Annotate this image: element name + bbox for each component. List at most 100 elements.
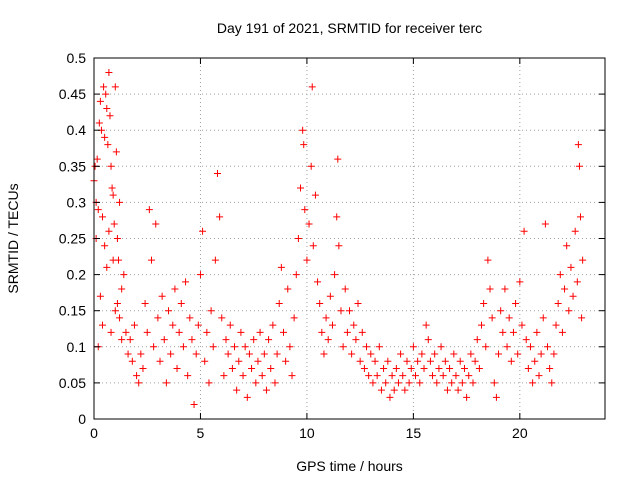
- data-point: [475, 364, 483, 372]
- data-point: [422, 321, 430, 329]
- data-point: [546, 364, 554, 372]
- data-point: [241, 343, 249, 351]
- data-point: [416, 379, 424, 387]
- chart-title: Day 191 of 2021, SRMTID for receiver ter…: [217, 20, 482, 36]
- data-point: [167, 350, 175, 358]
- data-point: [110, 220, 118, 228]
- data-point: [237, 328, 245, 336]
- data-point: [316, 299, 324, 307]
- data-point: [533, 328, 541, 336]
- data-point: [108, 184, 116, 192]
- data-point: [554, 299, 562, 307]
- data-point: [275, 299, 283, 307]
- data-point: [305, 220, 313, 228]
- data-point: [467, 350, 475, 358]
- data-point: [390, 386, 398, 394]
- data-point: [354, 299, 362, 307]
- data-point: [311, 191, 319, 199]
- data-point: [424, 336, 432, 344]
- data-point: [252, 379, 260, 387]
- data-point: [412, 372, 420, 380]
- data-point: [135, 379, 143, 387]
- data-point: [569, 292, 577, 300]
- data-point: [101, 242, 109, 250]
- data-point: [107, 328, 115, 336]
- y-axis-label: SRMTID / TECUs: [5, 183, 21, 293]
- data-point: [550, 350, 558, 358]
- data-point: [120, 271, 128, 279]
- data-point: [300, 141, 308, 149]
- y-tick-label: 0: [78, 411, 86, 427]
- data-point: [579, 256, 587, 264]
- data-point: [469, 379, 477, 387]
- data-point: [574, 141, 582, 149]
- x-tick-label: 10: [299, 425, 315, 441]
- data-point: [480, 299, 488, 307]
- data-point: [307, 162, 315, 170]
- data-point: [122, 328, 130, 336]
- data-point: [561, 285, 569, 293]
- data-point: [279, 328, 287, 336]
- data-point: [392, 364, 400, 372]
- data-point: [365, 372, 373, 380]
- data-point: [420, 364, 428, 372]
- y-tick-label: 0.5: [67, 50, 87, 66]
- data-point: [99, 321, 107, 329]
- data-point: [169, 321, 177, 329]
- data-point: [497, 307, 505, 315]
- data-point: [403, 357, 411, 365]
- data-point: [322, 314, 330, 322]
- data-point: [484, 256, 492, 264]
- data-point: [288, 372, 296, 380]
- data-point: [360, 364, 368, 372]
- data-point: [324, 336, 332, 344]
- data-point: [341, 285, 349, 293]
- x-tick-label: 0: [90, 425, 98, 441]
- data-point: [328, 321, 336, 329]
- data-point: [531, 357, 539, 365]
- data-point: [460, 364, 468, 372]
- data-point: [290, 314, 298, 322]
- data-point: [294, 235, 302, 242]
- data-point: [256, 328, 264, 336]
- data-point: [333, 213, 341, 221]
- data-point: [104, 141, 112, 149]
- data-point: [446, 364, 454, 372]
- data-point: [228, 364, 236, 372]
- data-point: [439, 372, 447, 380]
- data-point: [101, 133, 109, 141]
- data-point: [380, 364, 388, 372]
- y-tick-label: 0.05: [59, 375, 86, 391]
- data-point: [334, 155, 342, 163]
- data-point: [563, 242, 571, 250]
- data-point: [518, 321, 526, 329]
- data-point: [126, 336, 134, 344]
- data-point: [107, 162, 115, 170]
- data-point: [314, 278, 322, 286]
- data-point: [233, 386, 241, 394]
- data-point: [211, 256, 219, 264]
- data-point: [173, 364, 181, 372]
- data-point: [150, 343, 158, 351]
- data-point: [239, 372, 247, 380]
- data-point: [437, 343, 445, 351]
- data-point: [258, 372, 266, 380]
- data-point: [243, 393, 251, 401]
- data-point: [286, 343, 294, 351]
- data-point: [116, 314, 124, 322]
- x-tick-label: 5: [197, 425, 205, 441]
- data-point: [433, 379, 441, 387]
- data-point: [371, 357, 379, 365]
- data-point: [363, 343, 371, 351]
- data-point: [465, 372, 473, 380]
- data-point: [254, 357, 262, 365]
- data-point: [397, 350, 405, 358]
- data-point: [111, 307, 119, 315]
- data-point: [94, 206, 102, 214]
- y-tick-label: 0.45: [59, 86, 86, 102]
- data-point: [448, 379, 456, 387]
- data-point: [320, 350, 328, 358]
- data-point: [147, 256, 155, 264]
- data-point: [405, 379, 413, 387]
